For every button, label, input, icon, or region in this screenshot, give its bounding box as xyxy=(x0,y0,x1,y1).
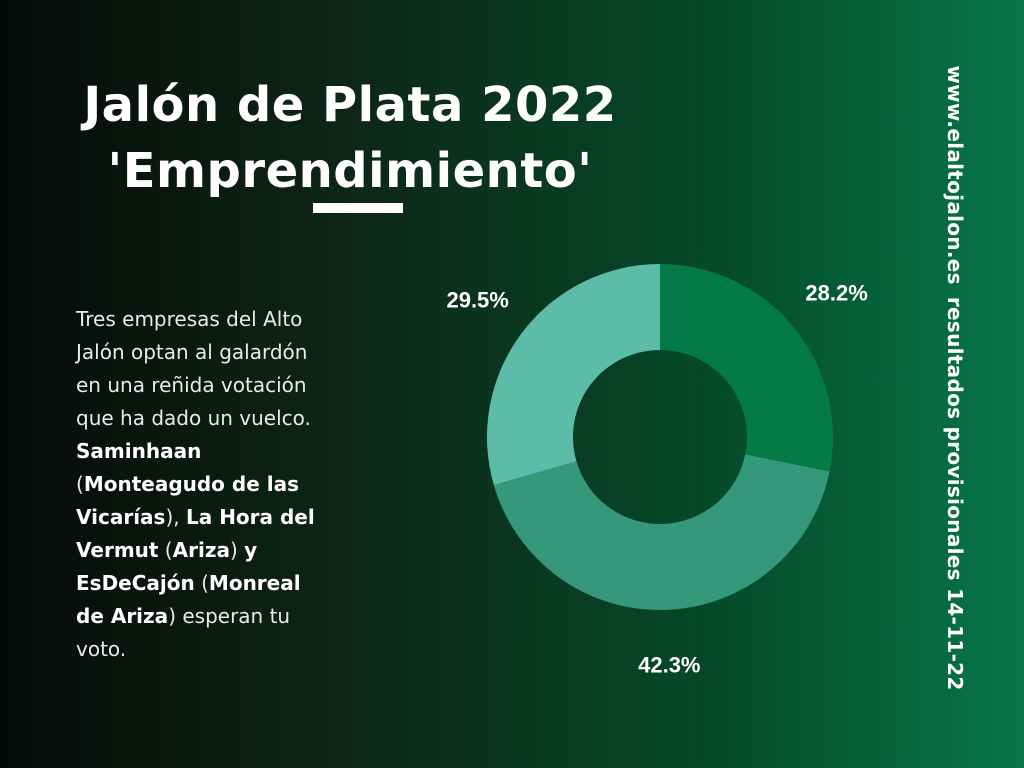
description-line: Saminhaan xyxy=(76,435,366,468)
description-bold-run: Vicarías xyxy=(76,505,166,529)
page-subtitle: 'Emprendimiento' xyxy=(107,143,593,199)
description-line: Tres empresas del Alto xyxy=(76,303,366,336)
description-run: Jalón optan al galardón xyxy=(76,340,308,364)
description-run: ( xyxy=(76,472,84,496)
description-bold-run: Monteagudo de las xyxy=(83,472,299,496)
website-text: www.elaltojalon.es xyxy=(943,65,967,285)
description-run: que ha dado un vuelco. xyxy=(76,406,311,430)
description-run: ) esperan tu xyxy=(168,604,291,628)
description-line: (Monteagudo de las xyxy=(76,468,366,501)
description-text: Tres empresas del Alto Jalón optan al gal… xyxy=(76,303,366,666)
description-run: ( xyxy=(194,571,209,595)
description-run: Tres empresas del Alto xyxy=(76,307,303,331)
side-caption: www.elaltojalon.es resultados provisional… xyxy=(943,65,967,702)
slice-label-1: 28.2% xyxy=(805,280,867,305)
description-bold-run: Vermut xyxy=(76,538,159,562)
description-run: ) xyxy=(229,538,245,562)
description-line: Jalón optan al galardón xyxy=(76,336,366,369)
description-line: de Ariza) esperan tu xyxy=(76,600,366,633)
description-line: Vicarías), La Hora del xyxy=(76,501,366,534)
description-bold-run: EsDeCajón xyxy=(76,571,195,595)
donut-chart: 28.2% 42.3% 29.5% xyxy=(446,264,868,677)
donut-slice-1 xyxy=(660,264,833,472)
description-bold-run: Monreal xyxy=(208,571,301,595)
description-line: Vermut (Ariza) y xyxy=(76,534,366,567)
donut-slice-2 xyxy=(493,454,830,610)
description-line: que ha dado un vuelco. xyxy=(76,402,366,435)
slice-label-2: 42.3% xyxy=(638,652,700,677)
description-bold-run: de Ariza xyxy=(76,604,169,628)
description-run: ( xyxy=(158,538,173,562)
description-bold-run: Saminhaan xyxy=(76,439,202,463)
description-bold-run: La Hora del xyxy=(185,505,315,529)
description-line: voto. xyxy=(76,633,366,666)
title-underline xyxy=(313,203,403,213)
description-run: ), xyxy=(165,505,186,529)
description-bold-run: Ariza xyxy=(172,538,230,562)
description-line: en una reñida votación xyxy=(76,369,366,402)
slice-label-3: 29.5% xyxy=(446,288,508,313)
description-run: voto. xyxy=(76,637,127,661)
donut-slice-3 xyxy=(487,264,660,486)
description-bold-run: y xyxy=(244,538,258,562)
provisional-results-text: resultados provisionales 14-11-22 xyxy=(943,296,967,691)
description-line: EsDeCajón (Monreal xyxy=(76,567,366,600)
description-run: en una reñida votación xyxy=(76,373,307,397)
page-title: Jalón de Plata 2022 xyxy=(83,77,617,133)
